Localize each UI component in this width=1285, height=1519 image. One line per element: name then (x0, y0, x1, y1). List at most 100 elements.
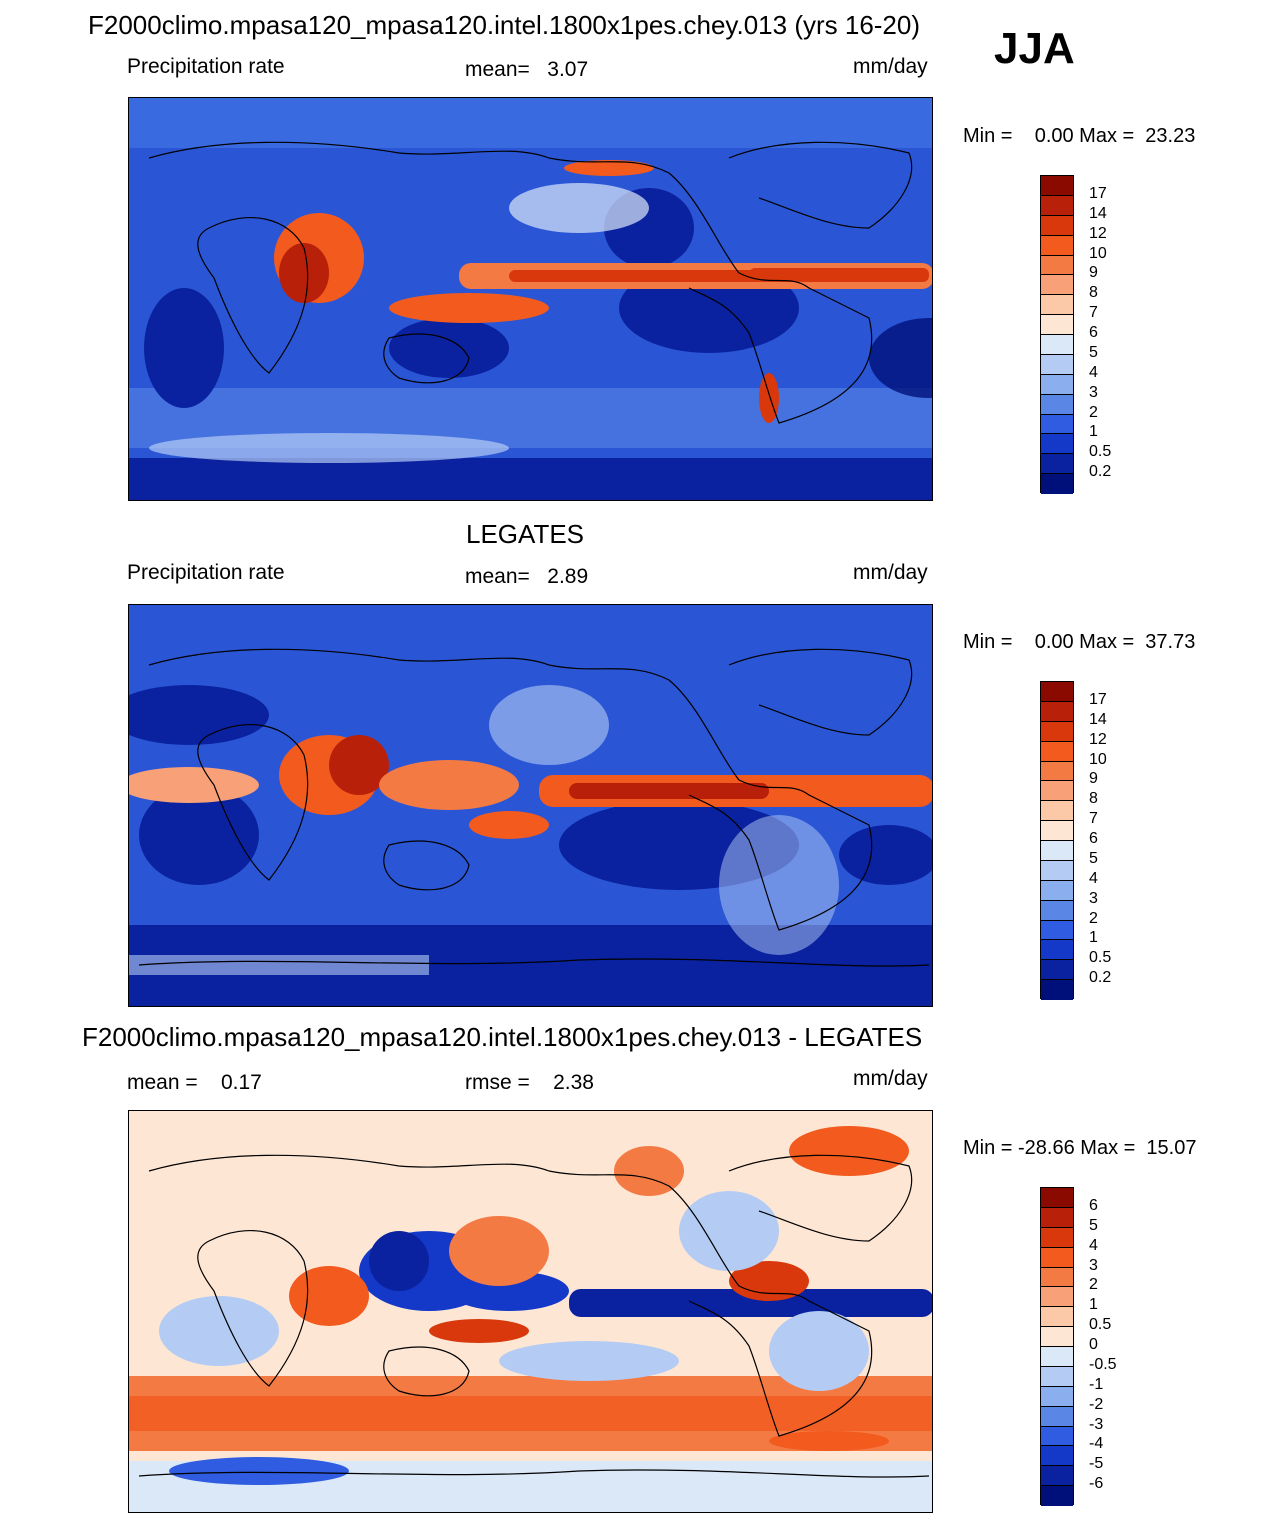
colorbar-swatch (1041, 1386, 1073, 1407)
colorbar-tick-label: 0.5 (1089, 949, 1112, 967)
colorbar-swatch (1041, 1307, 1073, 1328)
colorbar-tick-label: 3 (1089, 1256, 1098, 1274)
panel1-map (128, 97, 933, 501)
colorbar-tick-label: 4 (1089, 1236, 1098, 1254)
colorbar-tick-label: 14 (1089, 710, 1107, 728)
colorbar-swatch (1041, 841, 1073, 861)
panel2-mean-label: mean= 2.89 (465, 565, 589, 588)
colorbar-tick-label: -3 (1089, 1415, 1104, 1433)
colorbar-swatch (1041, 821, 1073, 841)
panel2-title: LEGATES (466, 519, 585, 549)
colorbar-tick-label: 3 (1089, 889, 1098, 907)
panel2-colorbar (1040, 681, 1074, 1000)
colorbar-tick-label: 7 (1089, 810, 1098, 828)
colorbar-tick-label: 0 (1089, 1336, 1098, 1353)
colorbar-tick-label: 2 (1089, 1276, 1098, 1294)
colorbar-swatch (1041, 701, 1073, 722)
colorbar-swatch (1041, 1466, 1073, 1487)
panel3-colorbar (1040, 1187, 1074, 1506)
colorbar-swatch (1041, 215, 1073, 236)
colorbar-swatch (1041, 940, 1073, 961)
colorbar-tick-label: 9 (1089, 264, 1098, 282)
colorbar-tick-label: 0.2 (1089, 463, 1112, 481)
colorbar-tick-label: 5 (1089, 1216, 1098, 1234)
panel3-map-field (129, 1111, 932, 1512)
colorbar-tick-label: 12 (1089, 730, 1107, 748)
panel2-map-field (129, 605, 932, 1006)
colorbar-swatch (1041, 1347, 1073, 1367)
colorbar-tick-label: 9 (1089, 770, 1098, 788)
colorbar-swatch (1041, 721, 1073, 742)
panel1-variable-label: Precipitation rate (127, 55, 285, 78)
colorbar-swatch (1041, 860, 1073, 881)
colorbar-tick-label: 10 (1089, 244, 1107, 262)
colorbar-tick-label: 7 (1089, 304, 1098, 322)
colorbar-swatch (1041, 275, 1073, 296)
colorbar-tick-label: 5 (1089, 343, 1098, 361)
colorbar-tick-label: 0.2 (1089, 969, 1112, 987)
colorbar-tick-label: -5 (1089, 1455, 1104, 1473)
colorbar-swatch (1041, 255, 1073, 276)
colorbar-tick-label: 5 (1089, 849, 1098, 867)
colorbar-tick-label: 1 (1089, 1296, 1098, 1314)
colorbar-swatch (1041, 374, 1073, 395)
colorbar-swatch (1041, 1227, 1073, 1248)
figure-title: F2000climo.mpasa120_mpasa120.intel.1800x… (88, 10, 921, 40)
colorbar-tick-label: 0.5 (1089, 1316, 1112, 1334)
colorbar-tick-label: 1 (1089, 929, 1098, 947)
colorbar-swatch (1041, 900, 1073, 921)
colorbar-swatch (1041, 920, 1073, 941)
panel3-map (128, 1110, 933, 1513)
colorbar-swatch (1041, 394, 1073, 415)
colorbar-tick-label: 17 (1089, 690, 1107, 708)
colorbar-swatch (1041, 781, 1073, 802)
colorbar-tick-label: 17 (1089, 184, 1107, 202)
panel1-mean-label: mean= 3.07 (465, 58, 589, 81)
panel2-units-label: mm/day (853, 561, 928, 584)
panel2-variable-label: Precipitation rate (127, 561, 285, 584)
colorbar-tick-label: 8 (1089, 284, 1098, 302)
colorbar-swatch (1041, 1207, 1073, 1228)
colorbar-swatch (1041, 414, 1073, 435)
colorbar-tick-label: 2 (1089, 909, 1098, 927)
colorbar-tick-label: 6 (1089, 830, 1098, 847)
colorbar-swatch (1041, 1327, 1073, 1347)
panel3-title: F2000climo.mpasa120_mpasa120.intel.1800x… (82, 1022, 923, 1052)
colorbar-swatch (1041, 801, 1073, 822)
colorbar-swatch (1041, 454, 1073, 475)
panel1-map-field (129, 98, 932, 500)
colorbar-tick-label: -1 (1089, 1375, 1104, 1393)
colorbar-swatch (1041, 1247, 1073, 1268)
colorbar-tick-label: 14 (1089, 204, 1107, 222)
colorbar-tick-label: 4 (1089, 869, 1098, 887)
colorbar-tick-label: 2 (1089, 403, 1098, 421)
colorbar-tick-label: 8 (1089, 790, 1098, 808)
colorbar-tick-label: 1 (1089, 423, 1098, 441)
colorbar-swatch (1041, 1366, 1073, 1387)
panel3-minmax: Min = -28.66 Max = 15.07 (963, 1137, 1197, 1159)
colorbar-swatch (1041, 960, 1073, 981)
panel3-rmse-label: rmse = 2.38 (465, 1071, 594, 1094)
colorbar-swatch (1041, 195, 1073, 216)
colorbar-swatch (1041, 474, 1073, 494)
colorbar-tick-label: 12 (1089, 224, 1107, 242)
colorbar-swatch (1041, 1287, 1073, 1308)
colorbar-tick-label: 0.5 (1089, 443, 1112, 461)
colorbar-tick-label: -0.5 (1089, 1355, 1117, 1373)
colorbar-swatch (1041, 235, 1073, 256)
colorbar-swatch (1041, 1188, 1073, 1208)
colorbar-tick-label: 10 (1089, 750, 1107, 768)
panel1-units-label: mm/day (853, 55, 928, 78)
panel3-mean-label: mean = 0.17 (127, 1071, 262, 1094)
colorbar-swatch (1041, 741, 1073, 762)
colorbar-tick-label: -4 (1089, 1435, 1104, 1453)
colorbar-tick-label: 3 (1089, 383, 1098, 401)
colorbar-swatch (1041, 1267, 1073, 1288)
colorbar-swatch (1041, 1426, 1073, 1447)
colorbar-swatch (1041, 761, 1073, 782)
colorbar-swatch (1041, 434, 1073, 455)
panel2-minmax: Min = 0.00 Max = 37.73 (963, 631, 1196, 653)
colorbar-tick-label: 6 (1089, 1196, 1098, 1214)
colorbar-tick-label: 4 (1089, 363, 1098, 381)
panel1-colorbar (1040, 175, 1074, 494)
